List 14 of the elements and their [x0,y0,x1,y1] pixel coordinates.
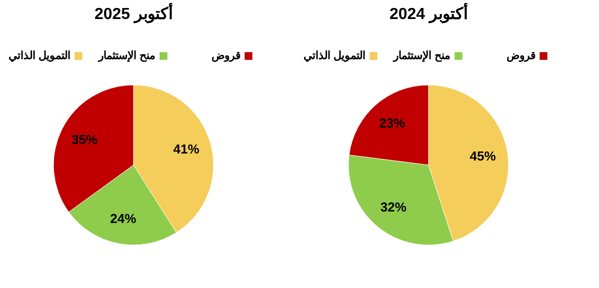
legend-label: منح الإستثمار [392,50,450,63]
legend-label: قروض [506,50,536,62]
chart-title: أكتوبر 2024 [389,2,468,24]
legend-label: التمويل الذاتي [8,50,70,63]
data-label: 23% [379,116,406,131]
data-label: 35% [71,132,98,148]
legend-label: قروض [212,50,240,62]
legend-label: التمويل الذاتي [303,50,366,63]
data-label: 41% [173,142,200,157]
data-label: 32% [380,199,407,214]
legend-label: منح الإستثمار [97,50,156,63]
data-label: 45% [470,148,496,164]
data-label: 24% [110,211,137,226]
chart-title: أكتوبر 2025 [94,2,173,24]
